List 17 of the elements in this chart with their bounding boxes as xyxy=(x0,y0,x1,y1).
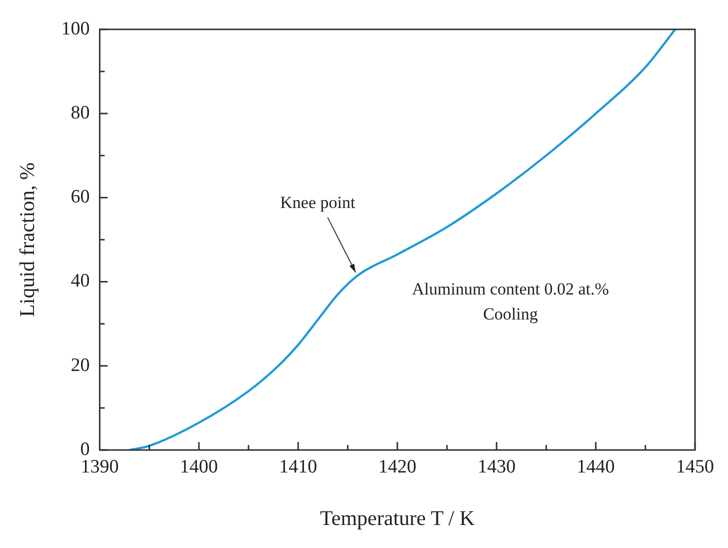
y-tick-label: 80 xyxy=(70,102,90,124)
y-axis-title: Liquid fraction, % xyxy=(15,162,40,317)
x-tick-label: 1410 xyxy=(279,456,318,478)
annotation: Aluminum content 0.02 at.% xyxy=(412,280,609,299)
y-tick-label: 100 xyxy=(61,18,90,40)
x-tick-label: 1420 xyxy=(378,456,416,478)
x-tick-label: 1400 xyxy=(180,456,218,478)
annotation: Knee point xyxy=(280,192,356,212)
x-tick-label: 1440 xyxy=(576,456,615,478)
line-series xyxy=(128,29,676,450)
y-tick-label: 20 xyxy=(70,354,90,376)
y-tick-label: 60 xyxy=(70,186,90,208)
annotation: Cooling xyxy=(483,304,538,324)
y-tick-label: 40 xyxy=(70,270,90,292)
x-tick-label: 1450 xyxy=(676,456,714,478)
x-axis-title: Temperature T / K xyxy=(320,506,475,530)
x-tick-label: 1430 xyxy=(478,456,516,478)
